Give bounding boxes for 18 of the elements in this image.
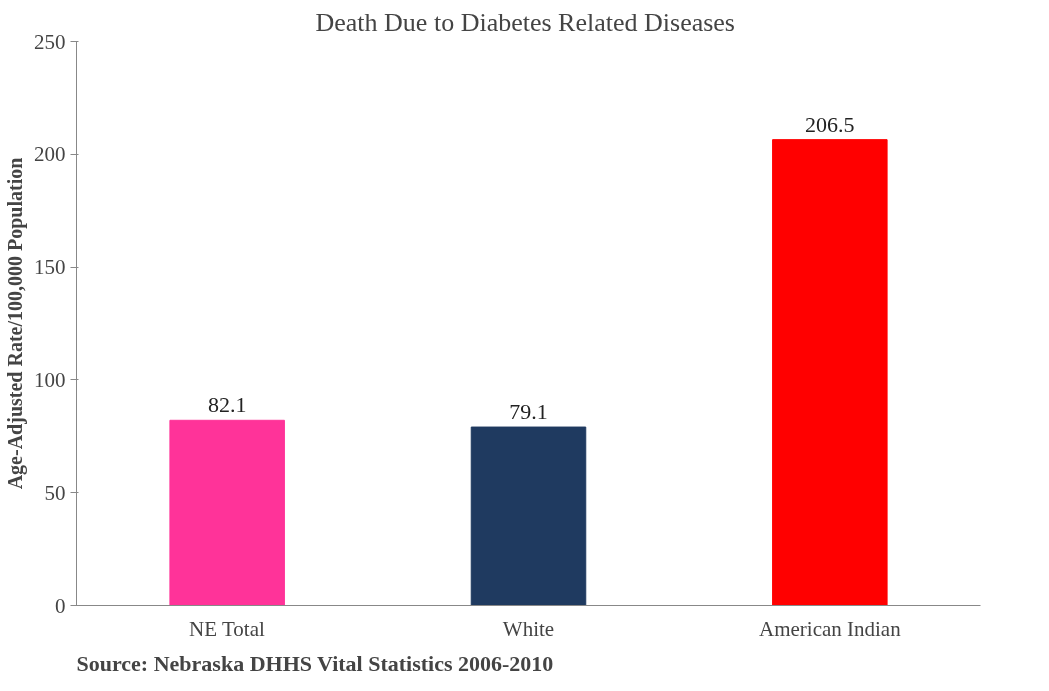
x-tick-label: American Indian [758, 616, 902, 641]
y-tick-label: 150 [34, 255, 66, 280]
y-tick-label: 250 [34, 29, 66, 54]
bar [772, 139, 888, 606]
source-note: Source: Nebraska DHHS Vital Statistics 2006-2010 [76, 650, 554, 676]
bar [169, 419, 285, 606]
y-tick-label: 50 [44, 480, 66, 505]
y-axis-title: Age-Adjusted Rate/100,000 Population [4, 157, 27, 490]
data-label: 206.5 [805, 111, 855, 137]
data-label: 79.1 [509, 399, 548, 425]
chart-title: Death Due to Diabetes Related Diseases [315, 7, 735, 37]
y-tick-label: 200 [34, 142, 66, 167]
data-label: 82.1 [207, 392, 247, 418]
x-tick-label: NE Total [189, 616, 265, 641]
bar [470, 426, 587, 606]
x-tick-label: White [502, 616, 555, 641]
y-tick-label: 100 [34, 367, 66, 392]
y-tick-label: 0 [55, 593, 66, 618]
